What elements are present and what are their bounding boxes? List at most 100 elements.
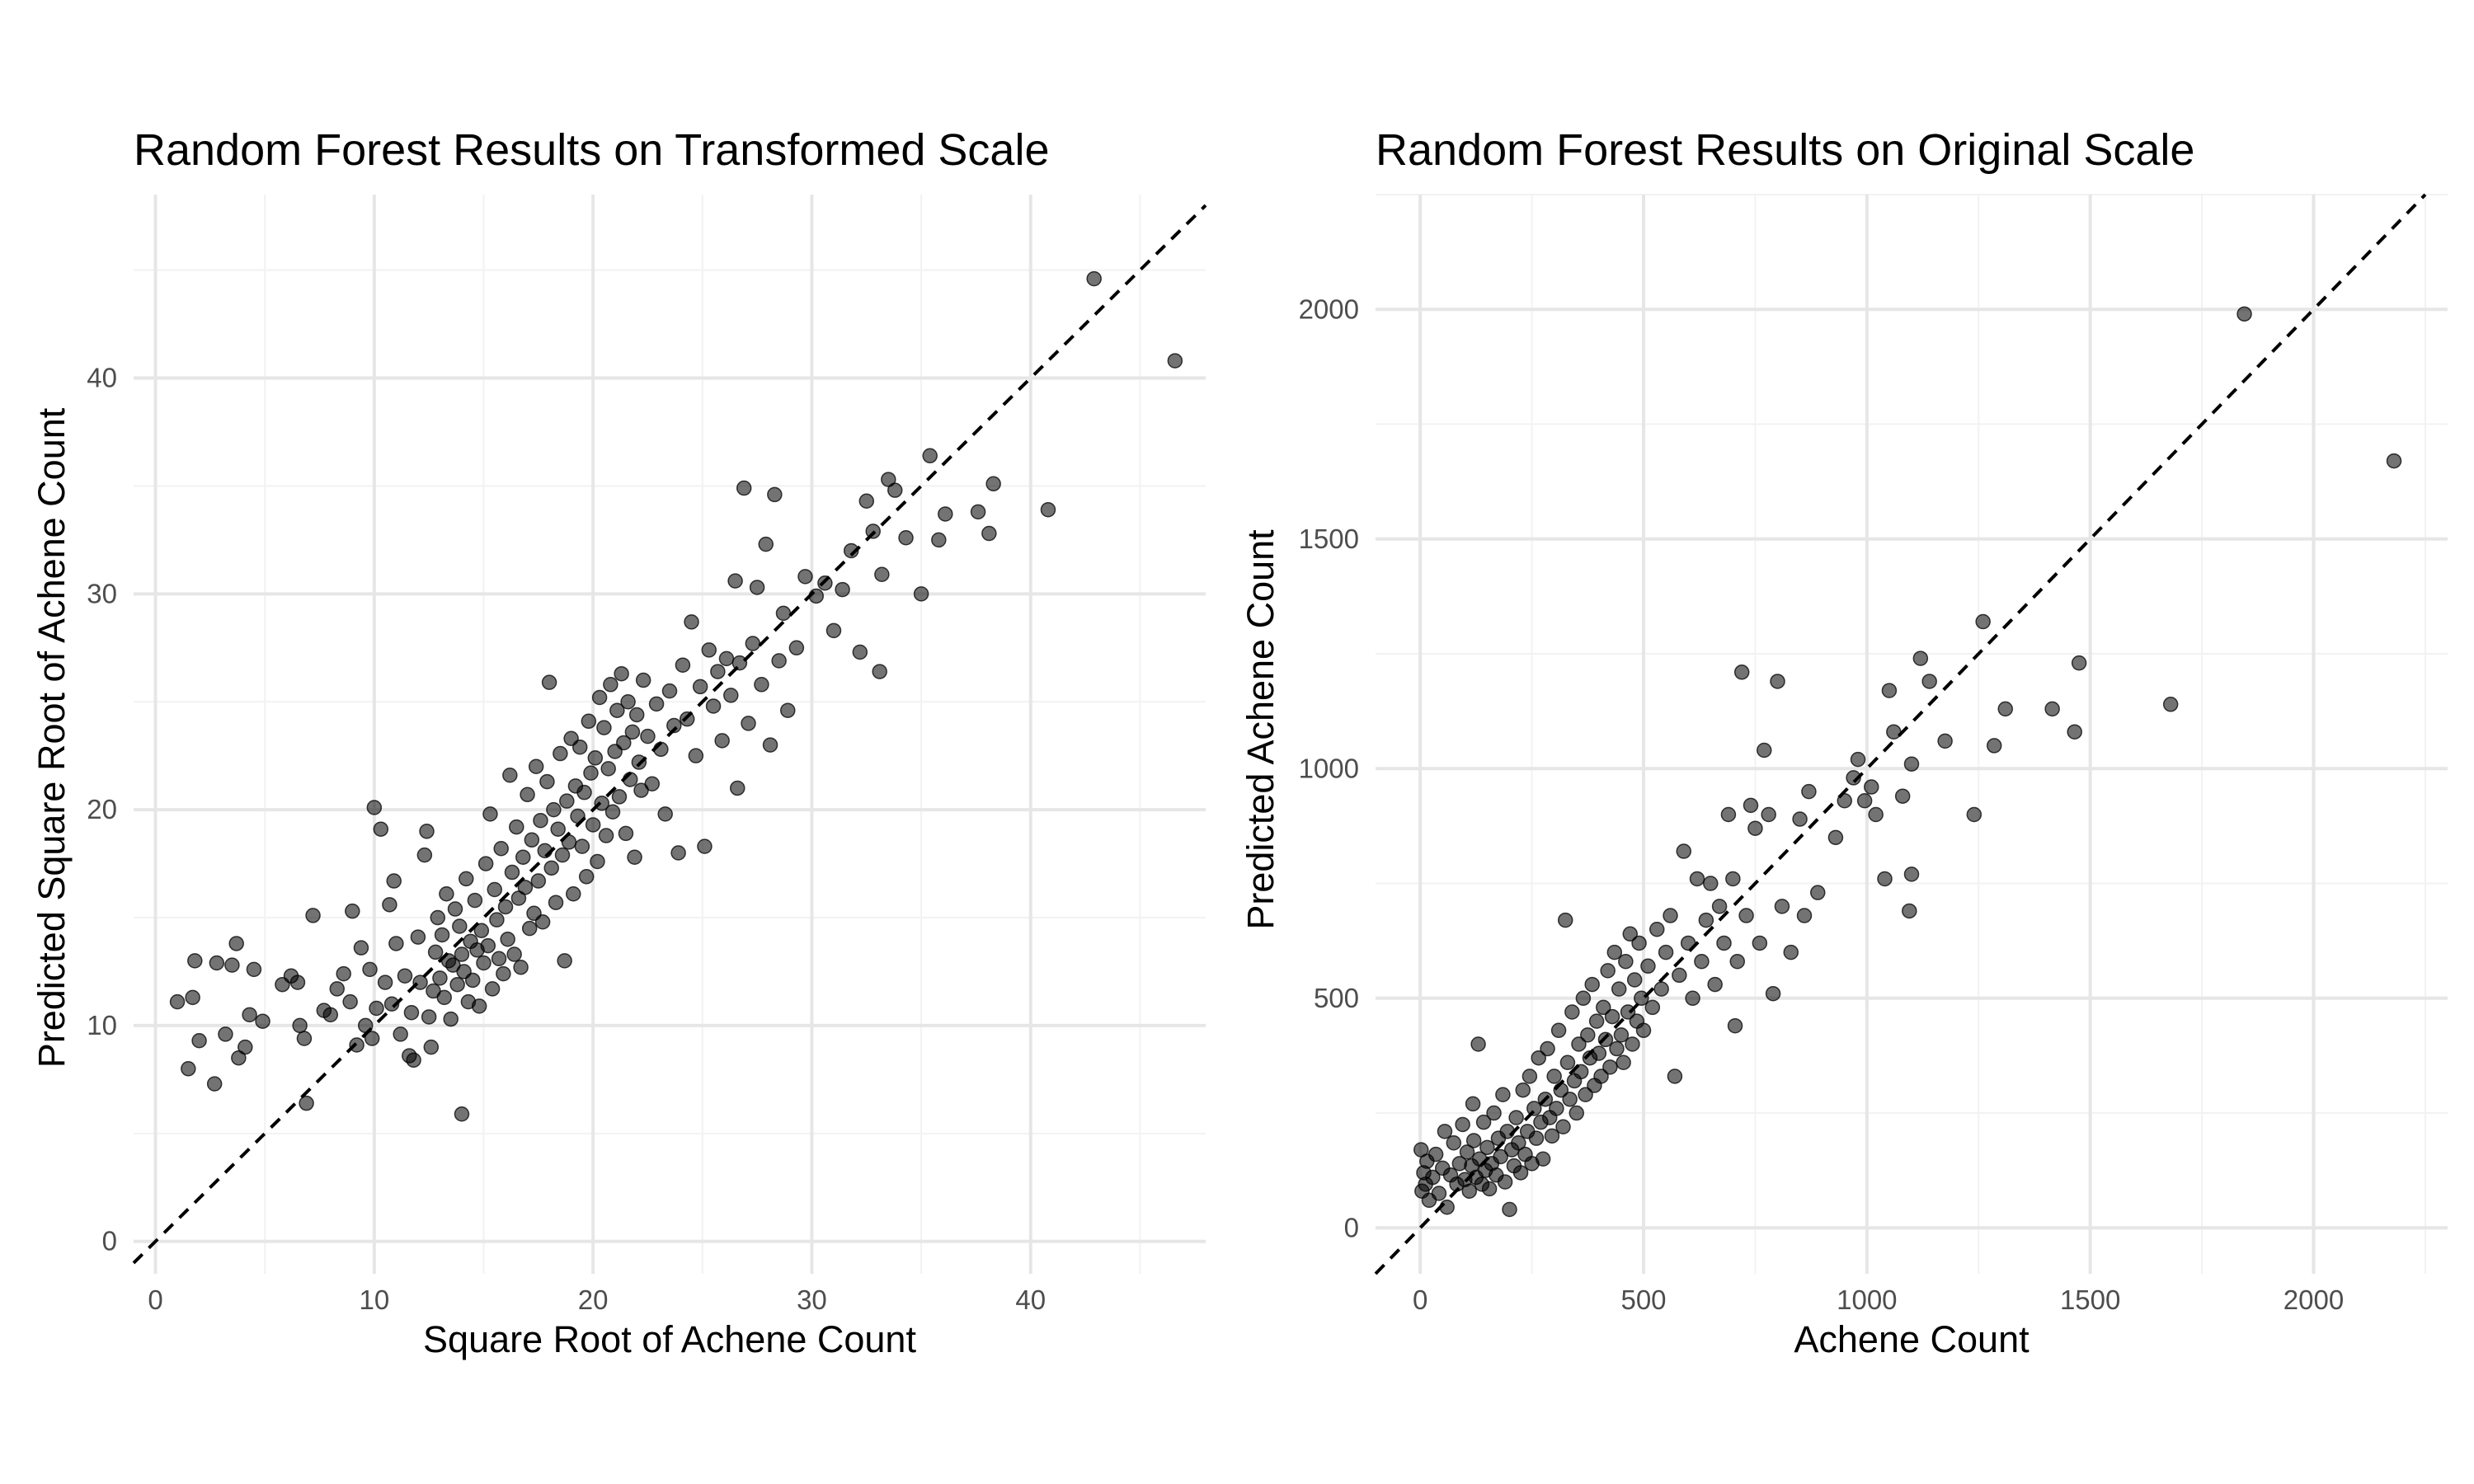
original-data-point [1792,811,1808,827]
original-data-point [1564,1004,1580,1020]
transformed-data-point [825,622,842,639]
original-x-tick-label: 2000 [2284,1284,2344,1315]
original-data-point [1720,806,1737,823]
original-data-point [1912,650,1929,666]
original-data-point [1827,829,1844,846]
original-x-tick-label: 1000 [1837,1284,1897,1315]
transformed-data-point [521,920,538,937]
transformed-data-point [482,806,498,822]
transformed-data-point [604,804,621,819]
transformed-data-point [771,653,787,669]
transformed-data-point [255,1013,270,1029]
transformed-data-point [187,953,203,969]
original-data-point [1685,990,1700,1007]
original-data-point [1479,1139,1495,1156]
transformed-data-point [858,493,875,510]
transformed-data-point [530,873,547,889]
original-data-point [1631,935,1647,951]
transformed-data-point [727,573,743,589]
original-x-tick-label: 1500 [2060,1284,2120,1315]
transformed-data-point [434,927,450,943]
original-data-point [2071,655,2087,671]
transformed-data-point [322,1007,339,1023]
original-data-point [1864,779,1879,795]
original-data-point [1546,1068,1562,1084]
transformed-data-point [534,914,551,930]
original-data-point [1810,885,1826,900]
transformed-data-point [362,961,378,978]
transformed-data-point [585,817,601,833]
transformed-data-point [797,569,813,585]
original-data-point [1765,985,1781,1002]
transformed-data-point [754,677,769,693]
original-data-point [1747,820,1763,836]
original-y-tick-label: 2000 [1299,294,1359,324]
transformed-data-point [209,955,225,971]
original-data-point [1596,999,1611,1016]
transformed-data-point [736,480,752,496]
original-data-point [1774,899,1790,914]
original-data-point [1550,1022,1567,1039]
original-data-point [1850,751,1866,768]
transformed-data-point [970,504,986,520]
transformed-data-point [666,717,682,734]
original-data-point [1986,738,2002,754]
transformed-data-point [583,765,599,781]
transformed-data-point [600,761,616,777]
transformed-data-point [701,642,717,658]
original-data-point [1966,806,1982,823]
original-x-axis-title: Achene Count [1794,1318,2030,1360]
transformed-data-point [464,972,481,989]
transformed-data-point [377,974,393,990]
transformed-data-point [603,677,618,693]
original-data-point [1431,1186,1447,1201]
transformed-data-point [620,693,636,710]
transformed-data-point [528,758,544,775]
transformed-data-point [476,955,492,971]
original-data-point [1584,976,1600,993]
transformed-data-point [539,773,555,790]
transformed-data-point [981,525,997,542]
transformed-data-point [705,698,722,714]
original-x-ticks: 0 500 1000 1500 2000 [1413,1284,2344,1315]
original-data-point [1698,912,1714,928]
original-data-point [1425,1169,1441,1186]
transformed-data-point [688,748,704,763]
transformed-data-point [432,970,448,986]
transformed-data-point [533,812,548,829]
original-data-point [1903,756,1920,772]
original-data-point [1644,999,1661,1016]
original-data-point [1997,701,2013,717]
transformed-data-point [684,614,699,630]
transformed-data-point [388,936,404,951]
original-data-point [1549,1101,1564,1116]
transformed-data-point [852,644,868,660]
transformed-data-point [745,636,761,651]
transformed-data-point [1040,501,1056,518]
original-data-point [2067,724,2082,740]
transformed-data-point [749,580,765,595]
transformed-data-point [477,856,494,871]
original-data-point [1465,1133,1482,1148]
original-data-point [1535,1151,1551,1167]
original-data-point [1761,806,1776,823]
transformed-data-point [185,989,200,1006]
original-data-point [1559,1054,1576,1071]
original-data-point [1604,1008,1620,1025]
original-data-point [1738,908,1754,923]
original-data-point [2162,697,2179,712]
transformed-data-point [487,881,503,898]
transformed-data-point [416,847,433,863]
original-data-point [1606,944,1623,960]
original-grid [1376,194,2448,1274]
original-data-point [1459,1144,1475,1160]
transformed-data-point [421,1009,437,1025]
transformed-data-point [887,482,903,498]
transformed-data-point [985,476,1001,492]
original-data-point [1611,981,1627,997]
transformed-data-point [181,1061,196,1077]
original-data-point [1562,1092,1578,1107]
transformed-data-point [931,532,947,548]
transformed-data-point [443,1011,459,1027]
transformed-data-point [627,849,642,865]
